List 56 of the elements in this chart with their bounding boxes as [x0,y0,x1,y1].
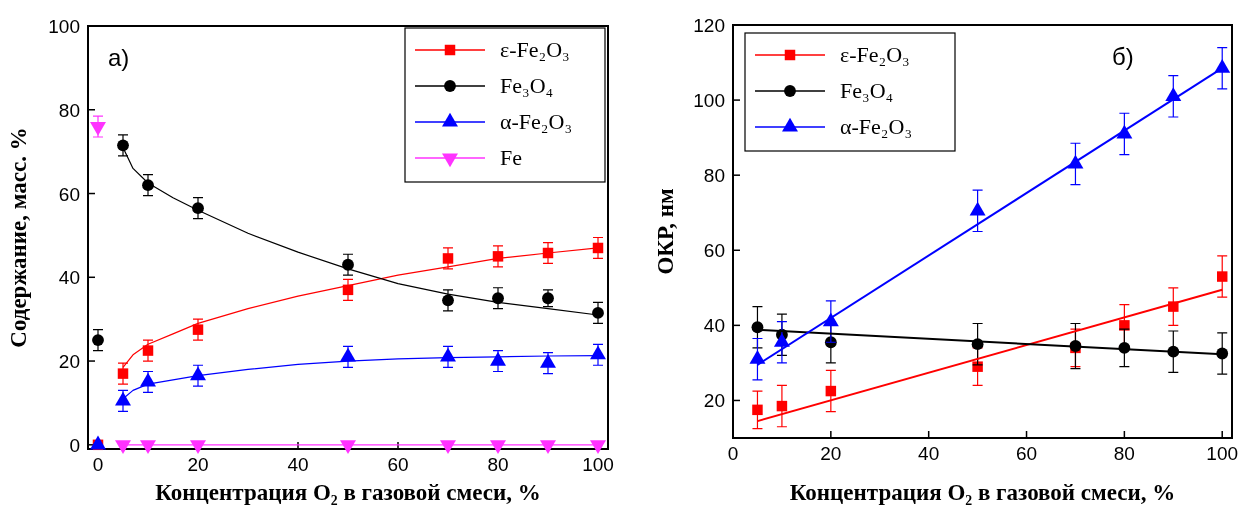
x-tick-label: 60 [1015,443,1038,464]
y-axis-title: ОКР, нм [653,188,678,275]
x-tick-label: 40 [287,454,309,475]
legend-label: ε-Fe₂O₃ [840,42,910,67]
point [773,333,790,347]
point [490,351,506,366]
y-tick-label: 100 [48,16,80,37]
x-axis-title: Концентрация O₂ в газовой смеси, % [789,480,1176,505]
point [592,306,604,319]
annotation: a) [108,44,130,71]
legend-label: ε-Fe₂O₃ [500,37,570,62]
point [92,334,104,347]
point [117,139,129,152]
point [140,372,156,387]
x-tick-label: 80 [487,454,509,475]
point [442,294,454,307]
y-tick-label: 40 [703,315,725,337]
x-tick-label: 20 [187,454,209,475]
legend-label: Fe [500,145,522,170]
x-tick-label: 40 [918,443,940,464]
point [117,368,129,379]
x-tick-label: 100 [582,454,614,475]
y-tick-label: 80 [58,99,80,121]
point [90,121,106,136]
x-tick-label: 0 [727,443,739,464]
x-tick-label: 100 [1206,443,1239,464]
point [776,400,788,412]
y-tick-label: 60 [703,240,725,262]
x-tick-label: 80 [1113,443,1135,464]
y-axis-title: Содержание, масс. % [6,127,31,348]
x-tick-label: 20 [820,443,842,464]
y-tick-label: 40 [58,267,80,289]
y-tick-label: 120 [693,15,725,36]
annotation: б) [1112,43,1134,70]
y-tick-label: 20 [58,351,80,373]
x-tick-label: 0 [92,454,104,475]
point [442,253,454,264]
point [1216,271,1228,282]
y-tick-label: 100 [693,90,725,112]
point [825,385,837,397]
legend-label: Fe₃O₄ [840,78,894,103]
x-axis-title: Концентрация O₂ в газовой смеси, % [155,480,541,505]
y-tick-label: 80 [703,165,725,187]
x-tick-label: 60 [387,454,409,475]
point [969,201,986,216]
point [115,391,131,406]
y-tick-label: 20 [703,390,725,412]
point [90,435,106,450]
point [192,324,204,335]
y-tick-label: 60 [58,183,80,205]
point [492,292,504,305]
point [752,404,763,416]
legend-label: α-Fe₂O₃ [500,109,573,134]
legend-label: Fe₃O₄ [500,73,554,98]
point [142,345,154,356]
legend-label: α-Fe₂O₃ [840,114,913,139]
